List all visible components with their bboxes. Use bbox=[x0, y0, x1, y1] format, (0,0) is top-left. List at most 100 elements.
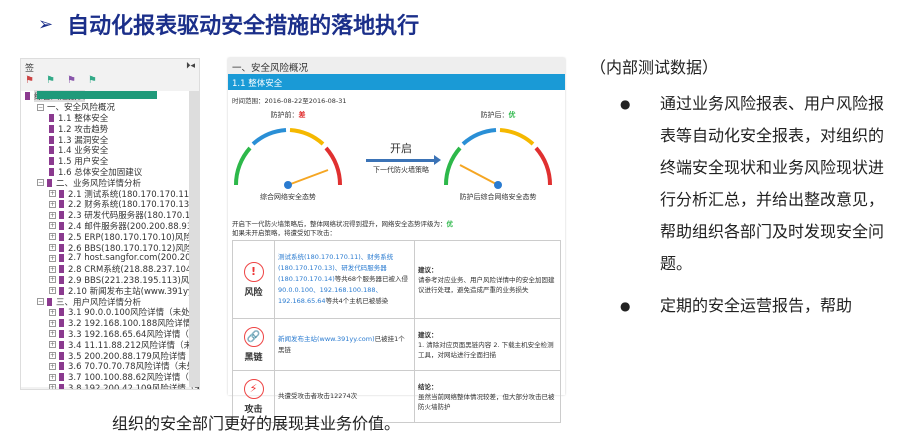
bookmark-item[interactable]: +2.6 BBS(180.170.170.12)风险详情（未 bbox=[23, 242, 199, 254]
bookmark-icon bbox=[37, 91, 157, 99]
gauge-before-dial bbox=[233, 128, 343, 189]
bookmark-icon bbox=[47, 178, 52, 187]
collapse-icon[interactable]: ⏵◂ bbox=[185, 61, 195, 71]
bookmark-label: 1.6 总体安全加固建议 bbox=[58, 167, 143, 178]
bookmark-icon bbox=[59, 200, 64, 209]
bookmark-icon bbox=[59, 189, 64, 198]
bookmark-item[interactable]: +3.3 192.168.65.64风险详情（未处理） bbox=[23, 329, 199, 340]
bookmark-item[interactable]: 1.5 用户安全 bbox=[23, 156, 199, 167]
bookmark-item[interactable]: +2.9 BBS(221.238.195.113)风险详情（ bbox=[23, 275, 199, 286]
scrollbar[interactable] bbox=[189, 91, 199, 387]
bookmark-item[interactable]: +3.6 70.70.70.78风险详情（未处理） bbox=[23, 361, 199, 372]
expand-icon[interactable]: + bbox=[49, 308, 56, 316]
collapse-icon[interactable]: − bbox=[37, 179, 44, 187]
expand-icon[interactable]: + bbox=[49, 244, 56, 252]
bookmark-item[interactable]: +3.2 192.168.100.188风险详情（未处理 bbox=[23, 318, 199, 329]
expand-icon[interactable]: + bbox=[49, 362, 56, 370]
expand-icon[interactable]: + bbox=[49, 319, 56, 327]
advice-title: 建议： bbox=[418, 265, 438, 274]
bookmark-icon bbox=[59, 329, 64, 338]
expand-icon[interactable]: + bbox=[49, 373, 56, 381]
bookmark-label: 3.2 192.168.100.188风险详情（未处理 bbox=[68, 319, 200, 330]
bookmark-item[interactable]: +3.8 192.200.42.109风险详情（未处理） bbox=[23, 383, 199, 390]
bookmark-icon bbox=[59, 340, 64, 349]
collapse-icon[interactable]: − bbox=[37, 298, 44, 306]
expand-icon[interactable]: + bbox=[49, 276, 56, 284]
bookmark-tool-icon[interactable]: ⚑ bbox=[25, 75, 34, 86]
bookmark-item[interactable]: +2.1 测试系统(180.170.170.11)风险详情 bbox=[23, 188, 199, 200]
expand-icon[interactable]: + bbox=[49, 287, 56, 295]
bookmark-tool-icon[interactable]: ⚑ bbox=[87, 75, 97, 86]
gauge-caption: 综合网络安全态势 bbox=[260, 193, 316, 201]
bookmark-tool-icon[interactable]: ⚑ bbox=[66, 75, 76, 86]
expand-icon[interactable]: + bbox=[49, 254, 56, 262]
expand-icon[interactable]: + bbox=[49, 222, 56, 230]
bookmark-item[interactable]: 1.6 总体安全加固建议 bbox=[23, 167, 199, 178]
bookmark-item[interactable]: +3.7 100.100.88.62风险详情（未处理） bbox=[23, 372, 199, 383]
bookmark-label: 三、用户风险详情分析 bbox=[56, 297, 142, 308]
bookmark-item[interactable]: +2.2 财务系统(180.170.170.13)风险详情 bbox=[23, 199, 199, 210]
bookmark-label: 3.5 200.200.88.179风险详情（未处理） bbox=[68, 351, 199, 362]
bookmark-label: 1.4 业务安全 bbox=[58, 146, 109, 157]
advice-text: 请参考对应业务、用户风险详情中的安全加固建议进行处理，避免造成严重的业务损失 bbox=[418, 275, 555, 294]
expand-icon[interactable]: + bbox=[49, 341, 56, 349]
bullet-2: 定期的安全运营报告，帮助 bbox=[590, 290, 890, 322]
expand-icon[interactable]: + bbox=[49, 352, 56, 360]
summary: 开启下一代防火墙策略后，整体网络状况得到提升，网络安全态势评级为：优 如果未开启… bbox=[228, 220, 565, 238]
bookmark-label: 二、业务风险详情分析 bbox=[56, 178, 142, 189]
expand-icon[interactable]: + bbox=[49, 384, 56, 390]
slide-title: ➢ 自动化报表驱动安全措施的落地执行 bbox=[38, 8, 419, 40]
bookmark-label: 1.2 攻击趋势 bbox=[58, 124, 109, 135]
risk-type-icon: 🔗 bbox=[243, 326, 264, 347]
bookmark-item[interactable]: 1.2 攻击趋势 bbox=[23, 123, 199, 135]
expand-icon[interactable]: + bbox=[49, 330, 56, 338]
risk-table: ! 风险 测试系统(180.170.170.11)、财务系统(180.170.17… bbox=[232, 240, 561, 423]
gauge-label: 防护前： bbox=[270, 111, 299, 119]
detail-text-2: 等共4个主机已被感染 bbox=[325, 297, 389, 305]
collapse-icon[interactable]: − bbox=[37, 103, 44, 111]
bookmark-item[interactable]: +3.4 11.11.88.212风险详情（未处理） bbox=[23, 339, 199, 351]
expand-icon[interactable]: + bbox=[49, 190, 56, 198]
bookmark-item[interactable]: − 一、安全风险概况 bbox=[23, 91, 199, 113]
bookmark-item[interactable]: +2.10 新闻发布主站(www.391yy.com)风 bbox=[23, 285, 199, 297]
bookmark-icon bbox=[59, 351, 64, 360]
bookmark-icon bbox=[59, 265, 64, 274]
subsection-heading: 1.1 整体安全 bbox=[228, 74, 565, 90]
advice-text: 虽然当前网络整体情况较差，但大部分攻击已被防火墙防护 bbox=[418, 392, 555, 411]
expand-icon[interactable]: + bbox=[49, 233, 56, 241]
bookmark-icon bbox=[59, 254, 64, 263]
gauge-before: 防护前：差 综合网络安全态势 bbox=[228, 110, 348, 202]
bookmark-item[interactable]: 1.1 整体安全 bbox=[23, 113, 199, 124]
bookmark-tool-icon[interactable]: ⚑ bbox=[45, 75, 55, 86]
expand-icon[interactable]: + bbox=[49, 265, 56, 273]
advice-text: 1. 清除对应页面黑链内容 2. 下载主机安全检测工具，对网站进行全面扫描 bbox=[418, 340, 554, 359]
expand-icon[interactable]: + bbox=[49, 211, 56, 219]
bookmark-icon bbox=[49, 124, 54, 133]
bookmark-label: 3.1 90.0.0.100风险详情（未处理） bbox=[68, 308, 200, 319]
bookmark-icon bbox=[59, 383, 64, 389]
bookmark-item[interactable]: +2.5 ERP(180.170.170.10)风险详情（未 bbox=[23, 231, 199, 243]
bookmark-item[interactable]: − 二、业务风险详情分析 bbox=[23, 177, 199, 189]
arrow-bullet-icon: ➢ bbox=[38, 13, 54, 35]
risk-type: 黑链 bbox=[244, 352, 263, 363]
bookmark-item[interactable]: +2.8 CRM系统(218.88.237.104)风险详情 bbox=[23, 264, 199, 275]
expand-icon[interactable]: + bbox=[49, 200, 56, 208]
summary-text: 开启下一代防火墙策略后，整体网络状况得到提升，网络安全态势评级为： bbox=[232, 220, 447, 228]
bookmark-item[interactable]: +2.4 邮件服务器(200.200.88.93)风险详情 bbox=[23, 221, 199, 232]
bookmark-item[interactable]: +3.1 90.0.0.100风险详情（未处理） bbox=[23, 307, 199, 318]
detail-link[interactable]: 新闻发布主站(www.391yy.com) bbox=[278, 334, 375, 343]
detail-link[interactable]: 测试系统(180.170.170.11)、财务系统(180.170.170.13… bbox=[278, 253, 394, 283]
bookmark-item[interactable]: − 三、用户风险详情分析 bbox=[23, 296, 199, 308]
bookmark-label: 2.8 CRM系统(218.88.237.104)风险详情 bbox=[68, 265, 199, 276]
bookmark-label: 2.9 BBS(221.238.195.113)风险详情（ bbox=[68, 275, 199, 286]
bookmark-item[interactable]: +3.5 200.200.88.179风险详情（未处理） bbox=[23, 350, 199, 362]
bookmark-item[interactable]: 1.4 业务安全 bbox=[23, 145, 199, 156]
bookmark-label: 1.1 整体安全 bbox=[58, 114, 109, 124]
detail-link-2[interactable]: 90.0.0.100、192.168.100.188、192.168.65.64 bbox=[278, 286, 382, 305]
report-screenshot: 一、安全风险概况 1.1 整体安全 时间范围：2016-08-22至2016-0… bbox=[228, 58, 565, 423]
bookmark-label: 1.5 用户安全 bbox=[58, 157, 109, 168]
bookmark-item[interactable]: +2.7 host.sangfor.com(200.200.88.134 bbox=[23, 253, 199, 264]
bookmark-item[interactable]: 1.3 漏洞安全 bbox=[23, 134, 199, 146]
bookmark-icon bbox=[49, 157, 54, 166]
bookmark-item[interactable]: +2.3 研发代码服务器(180.170.170.14)风 bbox=[23, 210, 199, 221]
